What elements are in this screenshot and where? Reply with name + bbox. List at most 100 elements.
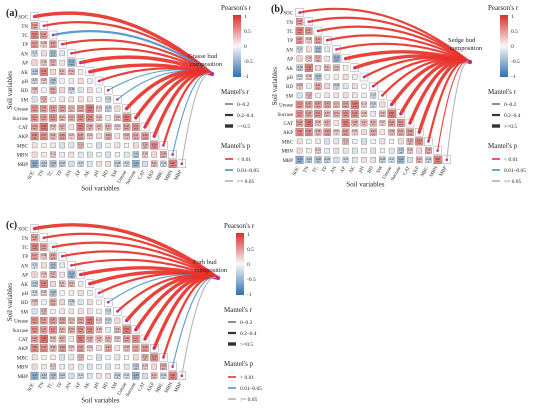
link-endpoint xyxy=(79,273,82,276)
heat-cell xyxy=(31,68,38,76)
row-tick-label: MBN xyxy=(282,150,294,155)
link-endpoint xyxy=(88,70,92,74)
cell-value-label: 0.43 xyxy=(60,107,65,110)
heat-cell xyxy=(114,345,121,351)
heat-cell xyxy=(40,160,48,168)
heat-cell xyxy=(379,156,386,163)
cell-sig-label: *** xyxy=(307,32,312,35)
heat-cell xyxy=(59,354,66,361)
heat-cell xyxy=(160,363,167,370)
cell-sig-label: *** xyxy=(298,133,303,136)
mantel-link-ap xyxy=(78,55,214,76)
cell-sig-label: ** xyxy=(61,331,64,334)
heat-cell xyxy=(87,142,93,148)
heat-cell xyxy=(96,317,102,324)
heat-cell xyxy=(114,326,121,334)
row-tick-label: CAT xyxy=(19,338,28,343)
mantel-link-akp xyxy=(417,59,472,134)
cell-sig-label: *** xyxy=(390,115,395,118)
link-endpoint xyxy=(116,310,119,313)
cell-value-label: 0.31 xyxy=(325,66,330,69)
cell-sig-label: *** xyxy=(307,133,312,136)
cell-sig-label: *** xyxy=(60,349,65,352)
cell-sig-label: *** xyxy=(42,73,47,76)
heat-cell xyxy=(49,316,57,325)
heat-cell xyxy=(296,64,303,72)
cell-value-label: 0.53 xyxy=(307,130,312,133)
col-tick-label: TC xyxy=(47,381,55,390)
cell-sig-label: *** xyxy=(134,137,139,140)
cell-value-label: -0.39 xyxy=(50,291,56,294)
col-tick-label: Urease xyxy=(117,169,129,184)
cell-value-label: 0.22 xyxy=(69,346,74,349)
cell-sig-label: ** xyxy=(153,377,156,380)
cell-value-label: -0.20 xyxy=(105,97,111,100)
cell-sig-label: * xyxy=(80,165,82,168)
heat-cell xyxy=(352,83,358,89)
col-tick-label: TC xyxy=(312,165,320,174)
cell-value-label: -0.41 xyxy=(50,51,56,54)
cell-value-label: -0.22 xyxy=(32,51,38,54)
link-endpoint xyxy=(33,15,36,18)
heat-cell xyxy=(305,92,313,99)
cell-value-label: 0.41 xyxy=(316,84,321,87)
col-tick-label: SM xyxy=(111,169,119,178)
heat-cell xyxy=(160,151,167,158)
heat-cell xyxy=(40,316,48,325)
heat-cell xyxy=(76,122,85,132)
link-endpoint xyxy=(97,79,101,83)
cell-value-label: 0.32 xyxy=(69,70,74,73)
cell-sig-label: ** xyxy=(52,349,55,352)
cell-sig-label: *** xyxy=(79,349,84,352)
heat-cell xyxy=(114,160,121,167)
col-tick-label: AP xyxy=(75,170,83,178)
heat-cell xyxy=(133,354,139,361)
cell-value-label: 0.29 xyxy=(297,84,302,87)
link-endpoint xyxy=(307,20,311,24)
heat-cell xyxy=(105,142,111,148)
composition-node xyxy=(209,71,215,77)
heat-cell xyxy=(30,40,39,48)
heat-cell xyxy=(49,335,57,343)
heat-cell xyxy=(389,138,395,144)
cell-sig-label: ** xyxy=(43,101,46,104)
cell-sig-label: * xyxy=(98,322,100,325)
cell-sig-label: * xyxy=(34,303,36,306)
heat-cell xyxy=(30,344,39,353)
cell-value-label: 0.47 xyxy=(42,245,47,248)
cell-value-label: 0.52 xyxy=(343,112,348,115)
heat-cell xyxy=(68,142,75,149)
heat-cell xyxy=(77,78,84,84)
col-tick-label: SOC xyxy=(292,165,302,176)
heat-cell xyxy=(31,151,38,158)
heat-cell xyxy=(333,64,340,72)
heat-cell xyxy=(58,280,66,288)
cell-value-label: -0.21 xyxy=(32,291,38,294)
heat-cell xyxy=(314,128,322,136)
heat-cell xyxy=(360,110,368,117)
pearson-tick: 1 xyxy=(247,232,250,238)
link-endpoint xyxy=(162,144,165,147)
cell-sig-label: *** xyxy=(51,303,56,306)
pearson-tick: 0.5 xyxy=(244,29,251,35)
row-tick-label: TC xyxy=(287,30,294,35)
heat-cell xyxy=(122,123,131,131)
cell-value-label: 0.30 xyxy=(115,116,120,119)
heat-cell xyxy=(141,142,149,149)
cell-value-label: 0.47 xyxy=(51,319,56,322)
heat-cell xyxy=(396,119,405,127)
row-tick-label: MBP xyxy=(17,375,28,380)
cell-sig-label: *** xyxy=(69,64,74,67)
mantel-p-item: < 0.01 xyxy=(504,157,518,163)
heat-cell xyxy=(58,68,66,76)
cell-value-label: 0.28 xyxy=(97,328,102,331)
heat-cell xyxy=(76,113,85,122)
heat-cell xyxy=(50,151,56,158)
heat-cell xyxy=(77,105,85,113)
cell-value-label: 0.51 xyxy=(51,328,56,331)
heat-cell xyxy=(406,138,414,145)
heat-cell xyxy=(379,148,385,154)
heat-cell xyxy=(59,78,65,84)
cell-sig-label: ** xyxy=(52,82,55,85)
heat-cell xyxy=(315,138,321,144)
